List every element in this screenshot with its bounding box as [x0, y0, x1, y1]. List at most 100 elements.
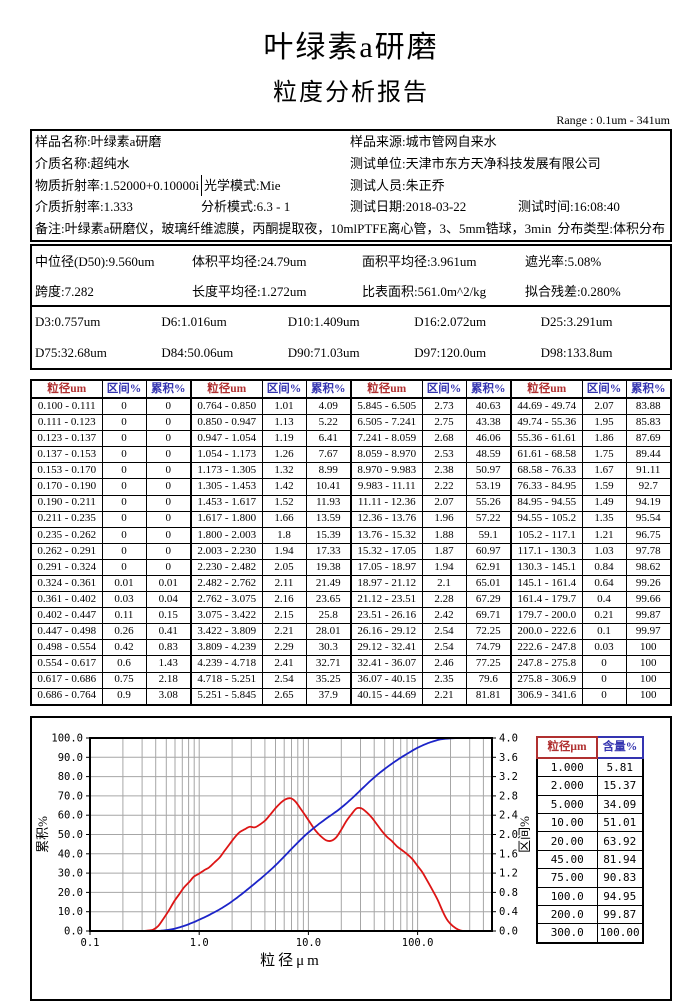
- bin-range-cell: 306.9 - 341.6: [510, 687, 583, 706]
- x-tick-label: 100.0: [402, 937, 434, 949]
- cumulative-cell: 74.79: [465, 639, 512, 657]
- cumulative-cell: 77.25: [465, 655, 512, 673]
- interval-cell: 2.21: [261, 623, 307, 641]
- size-cell: 20.00: [536, 831, 598, 851]
- interval-cell: 0.75: [101, 671, 147, 689]
- percentile-row: 10.00 51.01: [536, 812, 644, 833]
- d-values-panel: D3:0.757um D6:1.016um D10:1.409um D16:2.…: [30, 304, 672, 370]
- page-title: 叶绿素a研磨: [263, 31, 439, 64]
- interval-cell: 2.54: [421, 639, 467, 657]
- table-row: 0.211 - 0.235 0 0 1.617 - 1.800 1.66 13.59 12.…: [30, 510, 672, 528]
- cumulative-cell: 0.15: [145, 607, 192, 625]
- x-tick-label: 0.1: [81, 937, 100, 949]
- bin-range-cell: 8.970 - 9.983: [350, 462, 423, 480]
- y-left-axis-title: 累积%: [35, 816, 50, 853]
- cumulative-cell: 89.44: [625, 446, 672, 464]
- interval-cell: 1.21: [581, 526, 627, 544]
- d-value: D6:1.016um: [161, 314, 227, 330]
- bin-range-cell: 3.075 - 3.422: [190, 607, 263, 625]
- material-refractive-index: 物质折射率:1.52000+0.10000i: [35, 177, 200, 193]
- bin-range-cell: 161.4 - 179.7: [510, 591, 583, 609]
- sample-info-panel: 样品名称:叶绿素a研磨 样品来源:城市管网自来水 介质名称:超纯水 测试单位:天…: [30, 129, 672, 242]
- cumulative-cell: 35.25: [305, 671, 352, 689]
- interval-cell: 2.22: [421, 478, 467, 496]
- interval-cell: 1.32: [261, 462, 307, 480]
- interval-cell: 1.87: [421, 542, 467, 560]
- chart-axes: [86, 737, 496, 935]
- chart-tick-labels: 0.0 0.0 10.0 0.4 20.0 0.8 30.0 1.2 40.0 1.6 50.0 2.…: [51, 732, 518, 949]
- bin-range-cell: 18.97 - 21.12: [350, 575, 423, 593]
- bin-range-cell: 247.8 - 275.8: [510, 655, 583, 673]
- table-row: 0.123 - 0.137 0 0 0.947 - 1.054 1.19 6.41 7.24…: [30, 430, 672, 448]
- interval-cell: 1.86: [581, 430, 627, 448]
- specific-surface-area: 比表面积:561.0m^2/kg: [362, 283, 487, 299]
- cumulative-cell: 40.63: [465, 397, 512, 416]
- cumulative-cell: 57.22: [465, 510, 512, 528]
- y-right-tick-label: 2.0: [499, 829, 518, 841]
- bin-range-cell: 61.61 - 68.58: [510, 446, 583, 464]
- tester: 测试人员:朱正乔: [350, 177, 445, 193]
- table-row: 0.170 - 0.190 0 0 1.305 - 1.453 1.42 10.41 9.9…: [30, 478, 672, 496]
- bin-range-cell: 4.239 - 4.718: [190, 655, 263, 673]
- d-value: D10:1.409um: [287, 314, 360, 330]
- y-right-tick-label: 2.8: [499, 790, 518, 802]
- table-row: 0.498 - 0.554 0.42 0.83 3.809 - 4.239 2.29 30…: [30, 639, 672, 657]
- bin-range-cell: 84.95 - 94.55: [510, 494, 583, 512]
- interval-cell: 1.66: [261, 510, 307, 528]
- interval-cell: 1.75: [581, 446, 627, 464]
- size-cell: 300.0: [536, 923, 598, 944]
- cumulative-cell: 28.01: [305, 623, 352, 641]
- bin-range-cell: 1.173 - 1.305: [190, 462, 263, 480]
- bin-range-cell: 0.170 - 0.190: [30, 478, 103, 496]
- interval-cell: 0.1: [581, 623, 627, 641]
- interval-cell: 2.54: [261, 671, 307, 689]
- cumulative-cell: 55.26: [465, 494, 512, 512]
- interval-cell: 1.49: [581, 494, 627, 512]
- cumulative-cell: 19.38: [305, 558, 352, 577]
- size-cell: 45.00: [536, 849, 598, 870]
- interval-cell: 0.42: [101, 639, 147, 657]
- interval-cell: 0.26: [101, 623, 147, 641]
- distribution-table-header: 粒径um 区间% 累积% 粒径um 区间% 累积% 粒径um 区间% 累积% 粒径um 区间% 累积%: [30, 379, 672, 399]
- bin-range-cell: 5.845 - 6.505: [350, 397, 423, 416]
- bin-range-cell: 2.230 - 2.482: [190, 558, 263, 577]
- bin-range-cell: 275.8 - 306.9: [510, 671, 583, 689]
- interval-cell: 0.03: [101, 591, 147, 609]
- bin-range-cell: 0.947 - 1.054: [190, 430, 263, 448]
- y-right-tick-label: 4.0: [499, 732, 518, 744]
- cumulative-cell: 0: [145, 446, 192, 464]
- cumulative-cell: 85.83: [625, 414, 672, 432]
- cumulative-cell: 60.97: [465, 542, 512, 560]
- interval-cell: 1.42: [261, 478, 307, 496]
- interval-cell: 0: [101, 430, 147, 448]
- info-row: 介质名称:超纯水 测试单位:天津市东方天净科技发展有限公司: [32, 153, 670, 175]
- cumulative-cell: 5.22: [305, 414, 352, 432]
- bin-range-cell: 1.453 - 1.617: [190, 494, 263, 512]
- d-value: D90:71.03um: [287, 344, 360, 360]
- interval-cell: 1.88: [421, 526, 467, 544]
- bin-range-cell: 21.12 - 23.51: [350, 591, 423, 609]
- cumulative-cell: 0.83: [145, 639, 192, 657]
- table-row: 0.100 - 0.111 0 0 0.764 - 0.850 1.01 4.09 5.84…: [30, 397, 672, 416]
- bin-range-cell: 2.003 - 2.230: [190, 542, 263, 560]
- interval-cell: 1.03: [581, 542, 627, 560]
- chart-panel: 0.0 0.0 10.0 0.4 20.0 0.8 30.0 1.2 40.0 1.6 50.0 2.…: [30, 715, 672, 1001]
- cumulative-cell: 99.66: [625, 591, 672, 609]
- percentile-table: 粒径μm 含量% 1.000 5.81 2.000 15.37 5.000 34.09 10.…: [536, 735, 644, 944]
- cumulative-cell: 0: [145, 462, 192, 480]
- obscuration: 遮光率:5.08%: [525, 254, 602, 270]
- bin-range-cell: 9.983 - 11.11: [350, 478, 423, 496]
- interval-cell: 2.1: [421, 575, 467, 593]
- cumulative-cell: 0.04: [145, 591, 192, 609]
- percentile-table-header: 粒径μm 含量%: [536, 735, 644, 759]
- y-left-tick-label: 50.0: [58, 829, 83, 841]
- cumulative-cell: 0: [145, 430, 192, 448]
- distribution-table-body: 0.100 - 0.111 0 0 0.764 - 0.850 1.01 4.09 5.84…: [30, 397, 672, 706]
- column-header-cumulative: 累积%: [145, 379, 192, 399]
- cumulative-cell: 92.7: [625, 478, 672, 496]
- length-mean-diameter: 长度平均径:1.272um: [192, 283, 307, 299]
- cumulative-cell: 62.91: [465, 558, 512, 577]
- y-left-tick-label: 30.0: [58, 867, 83, 879]
- content-cell: 34.09: [596, 794, 644, 814]
